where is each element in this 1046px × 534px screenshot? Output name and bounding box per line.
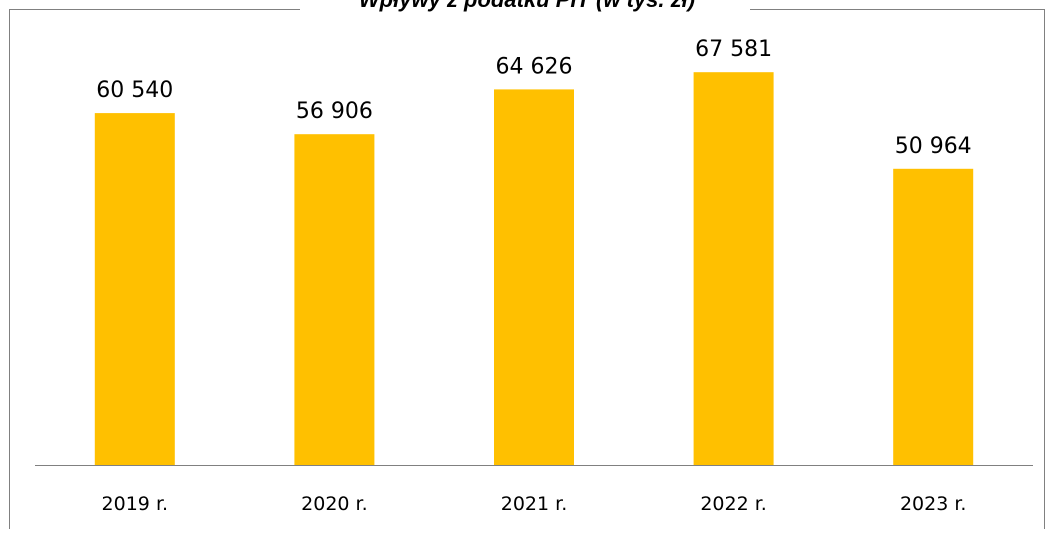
bar-3 [494, 89, 574, 466]
data-label-4: 67 581 [695, 37, 772, 62]
data-labels-layer: 60 540 56 906 64 626 67 581 50 964 [96, 37, 971, 159]
x-tick-label-4: 2022 r. [700, 493, 767, 515]
data-label-5: 50 964 [895, 134, 972, 159]
x-tick-labels-layer: 2019 r. 2020 r. 2021 r. 2022 r. 2023 r. [102, 493, 967, 515]
data-label-3: 64 626 [496, 54, 573, 79]
bars-layer [94, 72, 974, 466]
bar-4 [693, 72, 774, 465]
x-tick-label-5: 2023 r. [900, 493, 967, 515]
chart-title: Wpływy z podatku PIT (w tys. zł) [359, 0, 695, 12]
bar-2 [294, 134, 375, 465]
bar-5 [893, 168, 974, 466]
x-tick-label-1: 2019 r. [102, 493, 169, 515]
data-label-2: 56 906 [296, 99, 373, 124]
bar-1 [94, 113, 175, 465]
x-tick-label-3: 2021 r. [501, 493, 568, 515]
title-background [300, 0, 750, 10]
data-label-1: 60 540 [96, 78, 173, 103]
x-tick-label-2: 2020 r. [301, 493, 368, 515]
